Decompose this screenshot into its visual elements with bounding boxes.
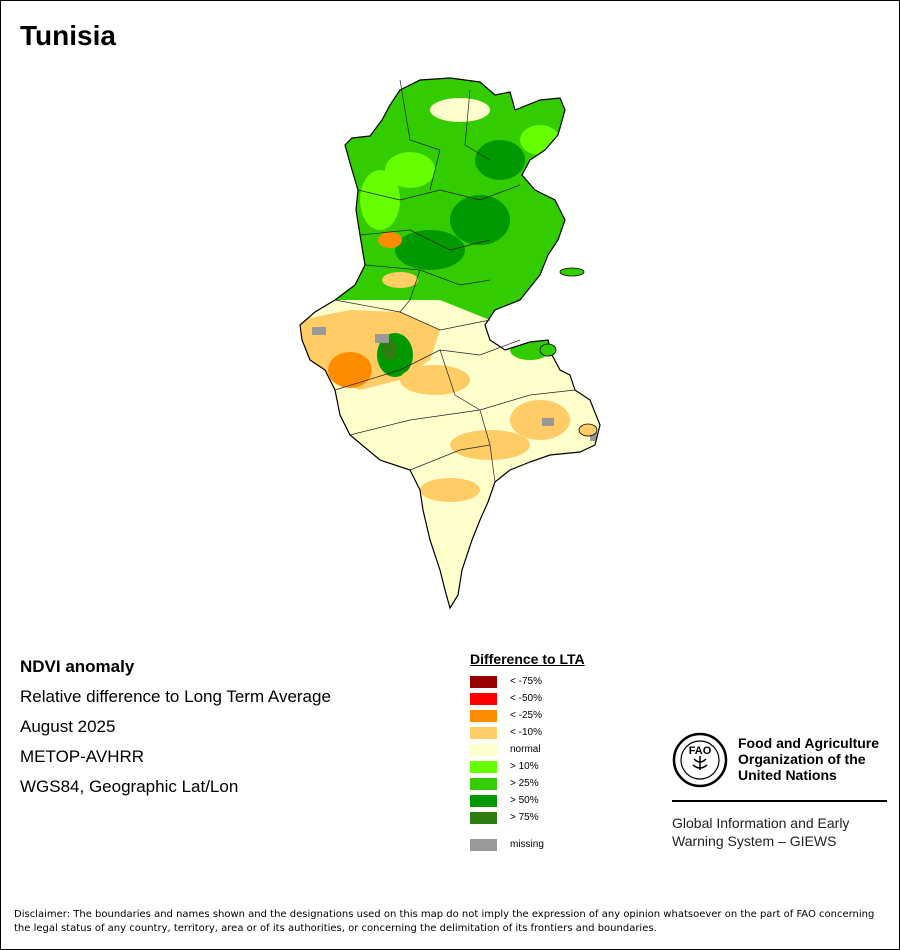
- disclaimer: Disclaimer: The boundaries and names sho…: [14, 909, 875, 934]
- giews-label: Global Information and Early Warning Sys…: [672, 814, 887, 850]
- legend-row: > 10%: [470, 758, 585, 775]
- fao-logo-text: FAO: [689, 745, 712, 757]
- legend-row: < -75%: [470, 673, 585, 690]
- legend-label: > 50%: [510, 795, 539, 806]
- legend-label: < -10%: [510, 727, 542, 738]
- legend-label: missing: [510, 839, 544, 850]
- info-line: August 2025: [20, 717, 116, 736]
- map-title: Tunisia: [20, 20, 116, 51]
- fao-name-line: United Nations: [738, 767, 837, 783]
- legend-row: > 75%: [470, 809, 585, 826]
- legend-row: > 25%: [470, 775, 585, 792]
- legend-label: > 25%: [510, 778, 539, 789]
- legend-swatch: [470, 760, 497, 773]
- giews-line: Warning System – GIEWS: [672, 833, 837, 849]
- legend-label: > 75%: [510, 812, 539, 823]
- fao-logo-icon: FAO: [672, 732, 728, 788]
- legend-label: < -25%: [510, 710, 542, 721]
- legend-row: < -25%: [470, 707, 585, 724]
- legend-label: < -50%: [510, 693, 542, 704]
- legend-swatch: [470, 838, 497, 851]
- info-heading: NDVI anomaly: [20, 657, 135, 676]
- map-info: NDVI anomaly Relative difference to Long…: [20, 655, 331, 805]
- ndvi-anomaly-map: [299, 77, 601, 609]
- legend-swatch: [470, 777, 497, 790]
- legend-label: < -75%: [510, 676, 542, 687]
- legend: Difference to LTA < -75% < -50% < -25% < -1…: [470, 651, 585, 853]
- legend-swatch: [470, 692, 497, 705]
- legend-row: normal: [470, 741, 585, 758]
- legend-row: < -50%: [470, 690, 585, 707]
- info-line: Relative difference to Long Term Average: [20, 687, 331, 706]
- legend-swatch: [470, 811, 497, 824]
- legend-label: normal: [510, 744, 541, 755]
- legend-row: > 50%: [470, 792, 585, 809]
- legend-swatch: [470, 726, 497, 739]
- legend-row-missing: missing: [470, 836, 585, 853]
- legend-label: > 10%: [510, 761, 539, 772]
- legend-row: < -10%: [470, 724, 585, 741]
- legend-swatch: [470, 709, 497, 722]
- fao-name-line: Food and Agriculture: [738, 735, 880, 751]
- legend-swatch: [470, 675, 497, 688]
- legend-swatch: [470, 794, 497, 807]
- legend-title: Difference to LTA: [470, 651, 585, 667]
- divider: [672, 800, 887, 802]
- info-line: METOP-AVHRR: [20, 747, 145, 766]
- legend-swatch: [470, 743, 497, 756]
- fao-name: Food and Agriculture Organization of the…: [738, 735, 888, 783]
- giews-line: Global Information and Early: [672, 815, 850, 831]
- fao-name-line: Organization of the: [738, 751, 866, 767]
- info-line: WGS84, Geographic Lat/Lon: [20, 777, 239, 796]
